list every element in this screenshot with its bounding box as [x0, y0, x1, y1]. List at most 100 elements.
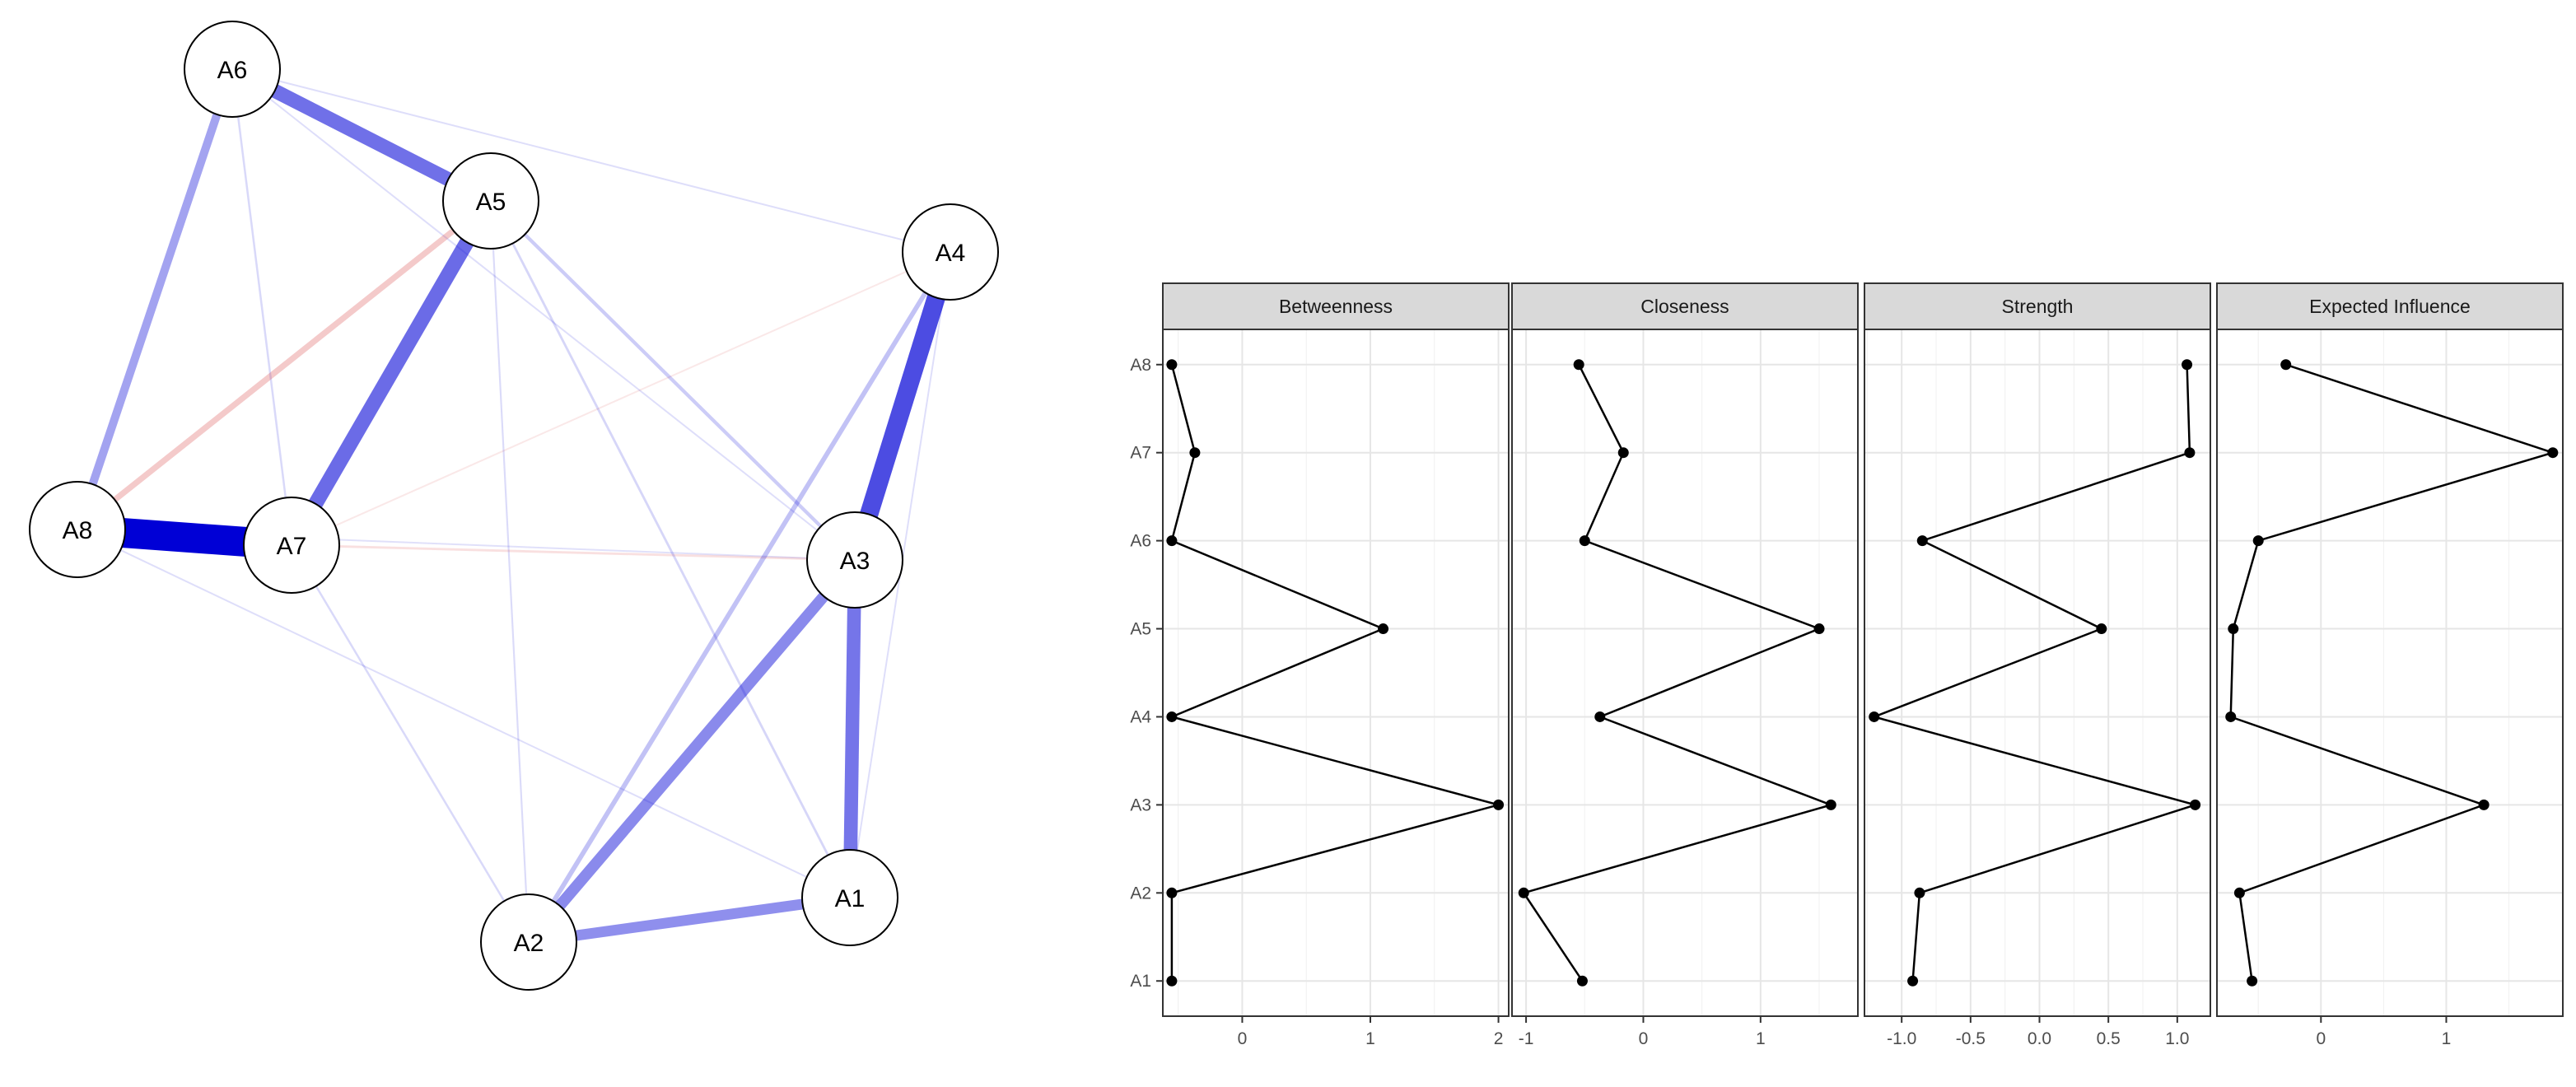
data-point-a7: [2547, 447, 2559, 459]
network-nodes: A6 A5 A4 A8 A7 A3 A1 A2: [29, 21, 999, 991]
x-tick-label: 0.5: [2097, 1029, 2121, 1048]
data-point-a2: [1914, 887, 1925, 898]
x-tick-label: 0.0: [2028, 1029, 2051, 1048]
panel-closeness: Closeness -1 0 1: [1511, 282, 1859, 1048]
x-tick-label: 1: [1756, 1029, 1766, 1048]
data-point-a4: [1594, 711, 1606, 722]
panel-title: Betweenness: [1279, 296, 1393, 317]
data-point-a8: [1573, 359, 1584, 371]
edge-a4-a3: [846, 249, 959, 563]
edge-a6-a8: [73, 68, 236, 531]
edge-a5-a7: [285, 197, 497, 549]
edge-a6-a3: [231, 68, 856, 561]
edge-a5-a3: [489, 199, 856, 562]
x-tick-label: 0: [2316, 1029, 2326, 1048]
series-line: [2229, 363, 2556, 982]
panel-title: Strength: [2002, 296, 2074, 317]
x-tick-label: -1.0: [1887, 1029, 1916, 1048]
network-graph: A6 A5 A4 A8 A7 A3 A1 A2: [29, 21, 999, 991]
data-point-a5: [2096, 623, 2107, 635]
data-point-a4: [1869, 711, 1880, 722]
y-tick-label: A6: [1130, 532, 1151, 551]
panel-border: [1162, 329, 1510, 1017]
x-tick-label: 1: [2442, 1029, 2452, 1048]
grid-lines: [1163, 329, 1509, 1016]
data-point-a3: [2190, 799, 2201, 810]
y-tick-label: A8: [1130, 356, 1151, 375]
node-a2: A2: [480, 893, 577, 991]
y-axis: A1 A2 A3 A4 A5 A6 A7 A8: [1130, 356, 1163, 991]
x-axis: -1 0 1: [1519, 1016, 1766, 1048]
panel-border: [1511, 329, 1859, 1017]
data-point-a3: [2478, 799, 2490, 810]
node-label: A2: [514, 930, 544, 957]
data-point-a1: [2247, 975, 2258, 987]
node-circle: [801, 849, 898, 946]
node-a3: A3: [806, 511, 903, 609]
grid-lines: [1512, 329, 1858, 1016]
data-point-a1: [1907, 975, 1919, 987]
x-tick-label: 1: [1365, 1029, 1375, 1048]
panel-border: [1864, 329, 2211, 1017]
node-circle: [480, 893, 577, 991]
node-a5: A5: [442, 152, 539, 250]
edge-a8-a1: [77, 529, 851, 898]
x-tick-label: -0.5: [1956, 1029, 1986, 1048]
y-tick-label: A2: [1130, 884, 1151, 903]
node-label: A4: [936, 240, 966, 267]
series-line: [1522, 364, 1835, 982]
data-point-a6: [1916, 535, 1928, 547]
edge-a3-a2: [524, 556, 860, 946]
data-point-a5: [2228, 623, 2239, 635]
data-point-a8: [2182, 359, 2193, 371]
node-circle: [902, 203, 999, 301]
x-axis: 0 1 2: [1238, 1016, 1503, 1048]
series-line: [1169, 364, 1503, 982]
node-label: A1: [835, 885, 866, 912]
data-point-a1: [1166, 975, 1178, 987]
panel-title: Closeness: [1640, 296, 1729, 317]
data-point-a4: [2225, 711, 2237, 722]
panel-strength: Strength -1.0 -0.5 0.0 0.5 1.0: [1864, 282, 2211, 1048]
y-tick-label: A5: [1130, 620, 1151, 639]
panel-border: [2216, 329, 2564, 1017]
grid-lines: [2217, 329, 2563, 1016]
strip-background: [2216, 282, 2564, 330]
edge-a7-a3: [291, 544, 856, 562]
x-tick-label: 0: [1238, 1029, 1248, 1048]
node-label: A3: [840, 548, 870, 575]
data-point-a1: [1576, 975, 1588, 987]
edge-a5-a2: [489, 200, 530, 943]
data-point-a7: [1617, 447, 1629, 459]
data-point-a6: [2252, 535, 2264, 547]
panel-background: [2217, 329, 2563, 1016]
node-a4: A4: [902, 203, 999, 301]
data-point-a5: [1378, 623, 1389, 635]
panel-betweenness: Betweenness 0 1 2: [1162, 282, 1510, 1048]
node-label: A5: [476, 189, 506, 216]
strip-background: [1162, 282, 1510, 330]
edge-a4-a7: [291, 251, 951, 546]
node-circle: [243, 497, 340, 594]
edge-a4-a2: [526, 250, 953, 944]
node-circle: [29, 481, 126, 578]
node-label: A6: [217, 57, 248, 84]
data-point-a6: [1579, 535, 1590, 547]
strip-background: [1864, 282, 2211, 330]
node-a7: A7: [243, 497, 340, 594]
edge-a6-a4: [231, 68, 951, 253]
edge-a3-a1: [842, 559, 862, 898]
data-point-a2: [1518, 887, 1529, 898]
y-tick-label: A7: [1130, 444, 1151, 463]
y-tick-label: A4: [1130, 707, 1151, 726]
node-label: A8: [63, 517, 93, 544]
edge-a6-a7: [231, 68, 293, 546]
x-tick-label: 0: [1639, 1029, 1649, 1048]
x-tick-label: -1: [1519, 1029, 1534, 1048]
node-label: A7: [277, 533, 307, 560]
series-line: [1870, 364, 2199, 982]
edge-a7-a2: [290, 544, 530, 943]
edge-a2-a1: [528, 892, 851, 948]
